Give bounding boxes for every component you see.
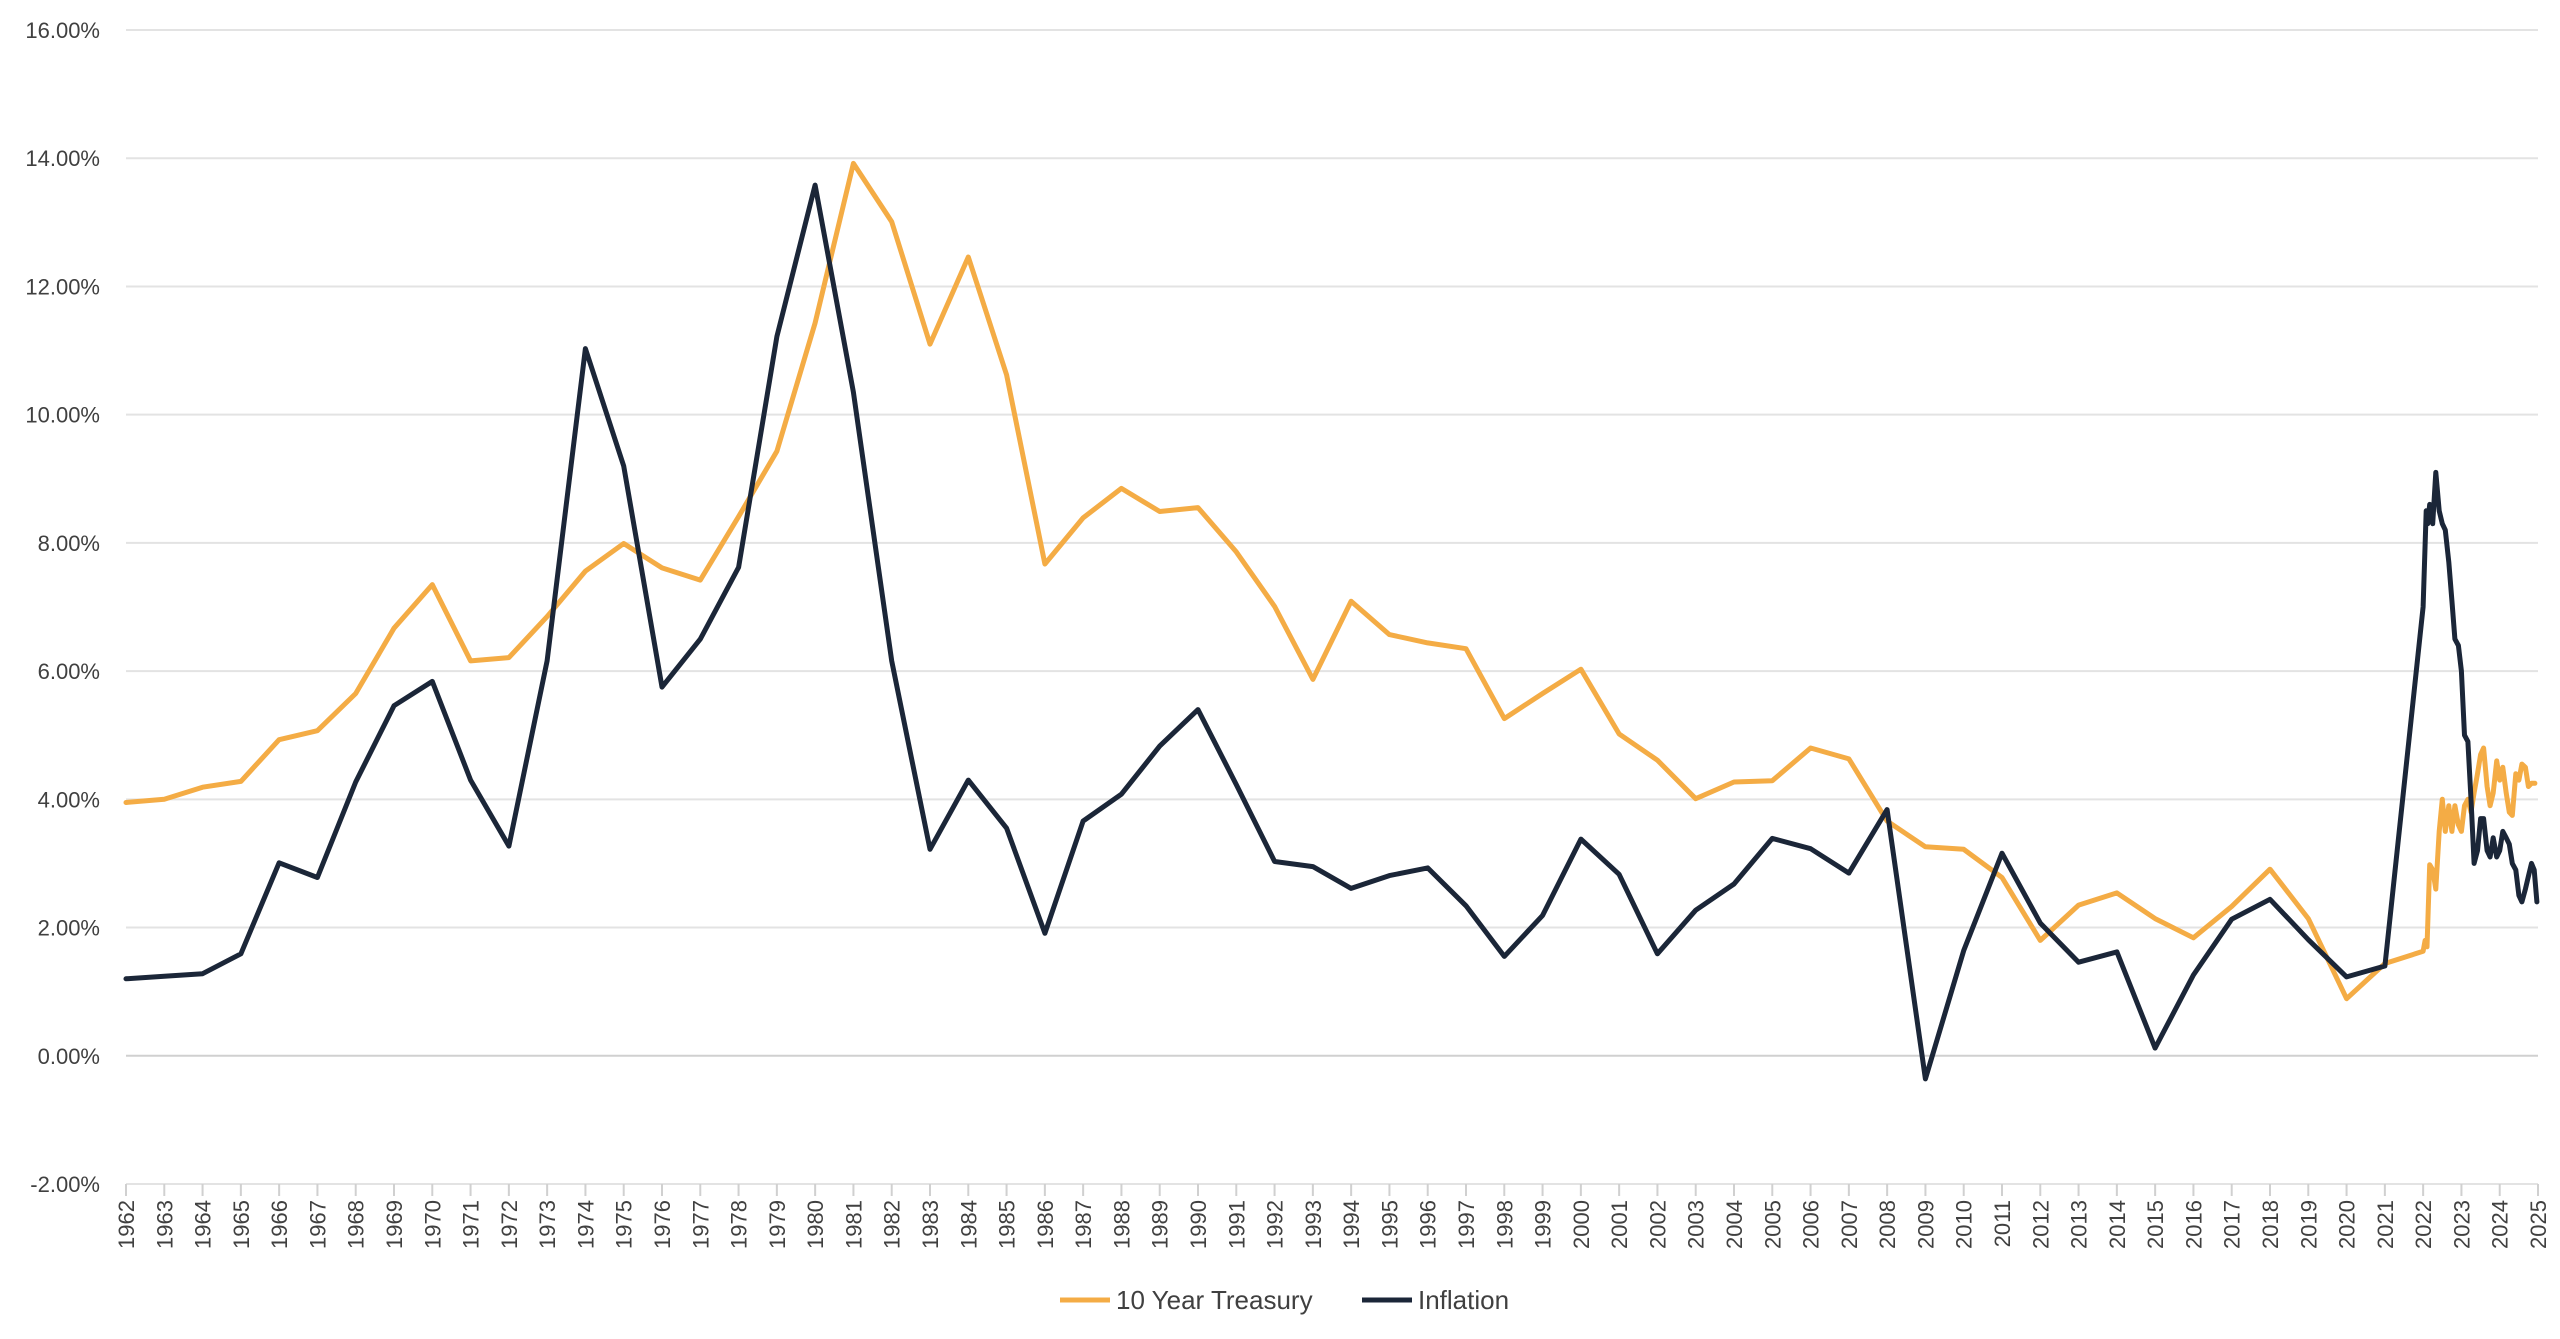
- x-tick-label: 2006: [1799, 1200, 1824, 1249]
- x-axis: 1962 1963 1964 1965 1966 1967 1968 1969 1970 1971…: [114, 1184, 2551, 1249]
- y-tick-label: 12.00%: [25, 274, 100, 299]
- x-tick-label: 2025: [2526, 1200, 2551, 1249]
- x-tick-label: 1992: [1263, 1200, 1288, 1249]
- y-axis-tick-labels: -2.00% 0.00% 2.00% 4.00% 6.00% 8.00% 10.00% 12.…: [25, 18, 100, 1197]
- x-tick-label: 1999: [1531, 1200, 1556, 1249]
- x-tick-label: 2007: [1837, 1200, 1862, 1249]
- x-tick-label: 1995: [1377, 1200, 1402, 1249]
- x-tick-label: 1983: [918, 1200, 943, 1249]
- x-tick-label: 2012: [2028, 1200, 2053, 1249]
- x-tick-label: 1969: [382, 1200, 407, 1249]
- x-tick-label: 1996: [1416, 1200, 1441, 1249]
- x-tick-label: 1977: [688, 1200, 713, 1249]
- x-tick-label: 2019: [2296, 1200, 2321, 1249]
- x-tick-label: 1978: [727, 1200, 752, 1249]
- x-tick-label: 2011: [1990, 1200, 2015, 1247]
- x-tick-label: 1993: [1301, 1200, 1326, 1249]
- legend-label-0: 10 Year Treasury: [1116, 1285, 1313, 1315]
- x-tick-label: 1965: [229, 1200, 254, 1249]
- y-tick-label: 14.00%: [25, 146, 100, 171]
- x-tick-label: 1991: [1224, 1200, 1249, 1249]
- series-line-1: [123, 182, 2540, 1082]
- x-tick-label: 1980: [803, 1200, 828, 1249]
- x-tick-label: 1971: [459, 1200, 484, 1249]
- x-tick-label: 2003: [1684, 1200, 1709, 1249]
- x-tick-label: 2017: [2220, 1200, 2245, 1249]
- x-tick-label: 1986: [1033, 1200, 1058, 1249]
- x-tick-label: 1988: [1109, 1200, 1134, 1249]
- x-tick-label: 1967: [305, 1200, 330, 1249]
- y-tick-label: 8.00%: [38, 531, 100, 556]
- x-tick-label: 1972: [497, 1200, 522, 1249]
- x-tick-label: 2016: [2181, 1200, 2206, 1249]
- x-tick-label: 1998: [1492, 1200, 1517, 1249]
- y-tick-label: 16.00%: [25, 18, 100, 43]
- x-tick-label: 2010: [1952, 1200, 1977, 1249]
- x-tick-label: 1963: [152, 1200, 177, 1249]
- grid-lines: [126, 29, 2538, 1185]
- x-tick-label: 1990: [1186, 1200, 1211, 1249]
- x-tick-label: 1970: [420, 1200, 445, 1249]
- x-tick-label: 2014: [2105, 1200, 2130, 1249]
- y-tick-label: 2.00%: [38, 916, 100, 941]
- x-tick-label: 2020: [2335, 1200, 2360, 1249]
- legend: 10 Year Treasury Inflation: [1060, 1285, 1509, 1315]
- x-tick-label: 1989: [1148, 1200, 1173, 1249]
- x-tick-label: 1987: [1071, 1200, 1096, 1249]
- x-tick-label: 2023: [2449, 1200, 2474, 1249]
- x-tick-label: 1981: [841, 1200, 866, 1249]
- legend-label-1: Inflation: [1418, 1285, 1509, 1315]
- x-tick-label: 1975: [612, 1200, 637, 1249]
- x-tick-label: 2001: [1607, 1200, 1632, 1249]
- x-tick-label: 2024: [2488, 1200, 2513, 1249]
- x-tick-label: 2002: [1645, 1200, 1670, 1249]
- x-tick-label: 1966: [267, 1200, 292, 1249]
- x-tick-label: 1976: [650, 1200, 675, 1249]
- x-tick-label: 2000: [1569, 1200, 1594, 1249]
- x-tick-label: 2022: [2411, 1200, 2436, 1249]
- x-tick-label: 1962: [114, 1200, 139, 1249]
- y-tick-label: 6.00%: [38, 659, 100, 684]
- x-tick-label: 2018: [2258, 1200, 2283, 1249]
- x-tick-label: 1997: [1454, 1200, 1479, 1249]
- series-lines: [123, 160, 2540, 1082]
- x-tick-label: 1964: [191, 1200, 216, 1249]
- x-tick-label: 1982: [880, 1200, 905, 1249]
- x-tick-label: 2015: [2143, 1200, 2168, 1249]
- x-tick-label: 1979: [765, 1200, 790, 1249]
- x-tick-label: 1994: [1339, 1200, 1364, 1249]
- x-tick-label: 1968: [344, 1200, 369, 1249]
- series-line-0: [123, 160, 2538, 1002]
- x-tick-label: 2013: [2067, 1200, 2092, 1249]
- x-tick-label: 2004: [1722, 1200, 1747, 1249]
- x-tick-label: 2009: [1913, 1200, 1938, 1249]
- x-tick-label: 2021: [2373, 1200, 2398, 1249]
- x-tick-label: 2005: [1760, 1200, 1785, 1249]
- x-tick-label: 1973: [535, 1200, 560, 1249]
- x-tick-label: 2008: [1875, 1200, 1900, 1249]
- y-tick-label: 10.00%: [25, 403, 100, 428]
- y-tick-label: 4.00%: [38, 787, 100, 812]
- y-tick-label: -2.00%: [30, 1172, 100, 1197]
- x-tick-label: 1985: [995, 1200, 1020, 1249]
- x-tick-label: 1974: [573, 1200, 598, 1249]
- y-tick-label: 0.00%: [38, 1044, 100, 1069]
- x-tick-label: 1984: [956, 1200, 981, 1249]
